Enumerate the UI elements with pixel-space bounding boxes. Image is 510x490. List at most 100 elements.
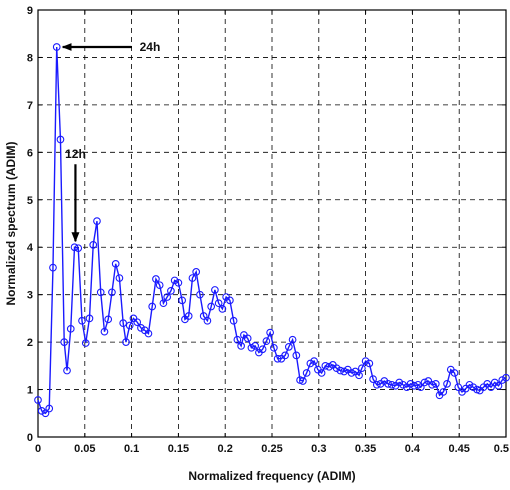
data-point [122,338,130,346]
data-point [104,315,113,324]
y-tick-label: 9 [27,5,33,17]
data-point [347,369,356,377]
data-point [317,369,326,377]
data-point [81,339,90,347]
data-point [498,376,507,384]
y-axis-title: Normalized spectrum (ADIM) [4,141,18,305]
data-point [178,296,186,305]
data-point [41,409,50,418]
data-point [420,378,429,387]
data-point [56,135,65,144]
data-point [469,383,478,392]
data-point [395,378,404,387]
y-tick-label: 7 [27,100,33,112]
data-point [85,314,94,323]
data-point [196,290,204,299]
data-point [66,324,75,333]
data-point [262,337,271,346]
data-point [133,318,142,327]
data-point [281,351,289,360]
data-point [251,342,260,350]
data-point [70,243,79,252]
data-point [159,299,168,308]
y-tick-label: 1 [27,385,33,397]
x-tick-label: 0 [35,443,41,455]
data-point [340,367,348,376]
x-tick-label: 0.05 [74,443,95,455]
data-point [214,299,223,308]
data-point [174,278,183,287]
data-point [292,351,301,360]
data-point [428,380,436,389]
y-tick-label: 4 [27,242,34,254]
data-point [125,321,134,330]
data-point [144,329,153,338]
data-point [336,366,345,375]
annotations: 24h 12h [61,40,161,243]
data-point [188,274,197,282]
annotation-label: 24h [140,40,161,54]
data-point [45,404,54,413]
data-point [266,328,274,337]
data-point [233,335,242,344]
x-tick-label: 0.5 [494,443,509,455]
series-layer [34,43,510,418]
data-point [465,380,474,389]
data-point [431,380,440,388]
data-point [163,293,172,301]
data-point [332,364,341,373]
data-point [100,327,109,336]
y-tick-label: 0 [27,432,33,444]
data-point [34,396,42,404]
data-point [211,286,219,294]
data-point [89,241,98,249]
x-tick-label: 0.3 [311,443,326,455]
data-point [372,380,381,389]
data-point [108,288,116,297]
x-tick-label: 0.25 [261,443,282,455]
y-tick-label: 2 [27,337,33,349]
data-point [170,276,179,285]
data-point [288,335,297,344]
data-point [74,244,83,253]
data-point [443,380,451,388]
data-point [502,373,510,382]
data-point [306,359,315,368]
data-point [270,343,278,352]
data-point [155,281,164,290]
x-tick-label: 0.45 [448,443,469,455]
data-point [258,345,267,354]
data-point [52,43,61,51]
data-point [494,381,503,390]
data-point [406,380,415,388]
data-point [184,312,193,320]
data-point [115,274,124,282]
data-point [243,334,252,343]
data-point [49,263,57,272]
data-point [237,342,245,350]
data-point [207,302,216,311]
data-point [203,316,212,325]
data-point [226,296,234,305]
data-point [284,343,293,351]
data-point [218,305,227,313]
data-point [416,383,425,392]
x-tick-label: 0.35 [355,443,376,455]
y-tick-label: 6 [27,147,33,159]
data-point [310,357,318,365]
data-point [321,361,330,370]
data-point [37,407,46,415]
data-point [325,362,333,371]
data-point [247,343,256,352]
data-point [365,359,374,368]
x-tick-label: 0.4 [405,443,421,455]
grid-lines [38,10,506,437]
data-point [399,380,407,389]
data-point [60,338,69,346]
data-point [355,371,363,380]
data-point [93,217,101,225]
y-tick-label: 3 [27,290,33,302]
data-point [192,268,201,276]
